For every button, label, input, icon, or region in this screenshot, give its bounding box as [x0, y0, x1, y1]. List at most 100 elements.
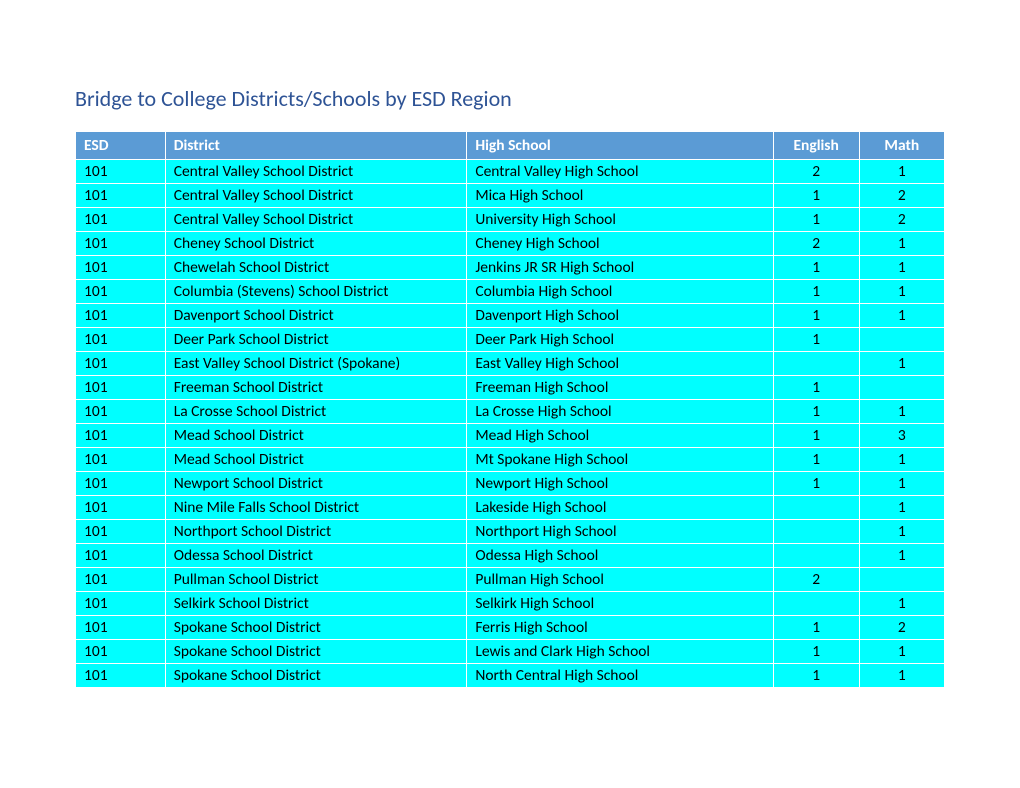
table-cell: Central Valley School District: [165, 208, 467, 232]
table-row: 101Central Valley School DistrictMica Hi…: [76, 184, 945, 208]
table-cell: [859, 328, 944, 352]
table-cell: Columbia (Stevens) School District: [165, 280, 467, 304]
table-cell: 101: [76, 232, 166, 256]
table-row: 101Columbia (Stevens) School DistrictCol…: [76, 280, 945, 304]
table-cell: Newport High School: [467, 472, 773, 496]
table-header: ESD District High School English Math: [76, 132, 945, 160]
table-cell: University High School: [467, 208, 773, 232]
col-header-english: English: [773, 132, 859, 160]
col-header-esd: ESD: [76, 132, 166, 160]
table-cell: 2: [773, 232, 859, 256]
table-cell: 1: [859, 544, 944, 568]
table-cell: Deer Park High School: [467, 328, 773, 352]
table-cell: 101: [76, 376, 166, 400]
table-cell: 101: [76, 256, 166, 280]
table-cell: [859, 376, 944, 400]
table-cell: Lakeside High School: [467, 496, 773, 520]
table-row: 101Deer Park School DistrictDeer Park Hi…: [76, 328, 945, 352]
table-cell: 1: [773, 424, 859, 448]
table-cell: [773, 544, 859, 568]
table-row: 101Spokane School DistrictNorth Central …: [76, 664, 945, 688]
table-row: 101La Crosse School DistrictLa Crosse Hi…: [76, 400, 945, 424]
table-cell: 2: [859, 616, 944, 640]
table-cell: 1: [859, 160, 944, 184]
table-cell: Davenport High School: [467, 304, 773, 328]
table-cell: [773, 352, 859, 376]
table-cell: Odessa School District: [165, 544, 467, 568]
table-cell: 101: [76, 496, 166, 520]
table-cell: 1: [773, 664, 859, 688]
table-cell: Spokane School District: [165, 664, 467, 688]
table-cell: Odessa High School: [467, 544, 773, 568]
table-row: 101Central Valley School DistrictUnivers…: [76, 208, 945, 232]
table-cell: Cheney High School: [467, 232, 773, 256]
table-cell: Mica High School: [467, 184, 773, 208]
table-row: 101Nine Mile Falls School DistrictLakesi…: [76, 496, 945, 520]
col-header-math: Math: [859, 132, 944, 160]
table-cell: 101: [76, 400, 166, 424]
table-row: 101Mead School DistrictMt Spokane High S…: [76, 448, 945, 472]
table-cell: 1: [773, 208, 859, 232]
table-cell: La Crosse High School: [467, 400, 773, 424]
table-row: 101Spokane School DistrictLewis and Clar…: [76, 640, 945, 664]
table-cell: 101: [76, 568, 166, 592]
table-cell: 1: [859, 496, 944, 520]
table-cell: Central Valley School District: [165, 160, 467, 184]
table-cell: 1: [773, 328, 859, 352]
table-row: 101East Valley School District (Spokane)…: [76, 352, 945, 376]
table-cell: North Central High School: [467, 664, 773, 688]
table-cell: 1: [773, 472, 859, 496]
table-cell: 2: [773, 160, 859, 184]
table-cell: East Valley School District (Spokane): [165, 352, 467, 376]
table-cell: East Valley High School: [467, 352, 773, 376]
table-cell: Mead High School: [467, 424, 773, 448]
table-cell: 1: [859, 520, 944, 544]
table-row: 101Northport School DistrictNorthport Hi…: [76, 520, 945, 544]
table-cell: 1: [859, 640, 944, 664]
table-row: 101Freeman School DistrictFreeman High S…: [76, 376, 945, 400]
table-cell: 1: [859, 448, 944, 472]
table-cell: Mead School District: [165, 424, 467, 448]
table-cell: Spokane School District: [165, 616, 467, 640]
table-cell: 1: [859, 400, 944, 424]
table-cell: Central Valley High School: [467, 160, 773, 184]
table-cell: 2: [859, 184, 944, 208]
table-header-row: ESD District High School English Math: [76, 132, 945, 160]
table-cell: 101: [76, 328, 166, 352]
document-page: Bridge to College Districts/Schools by E…: [0, 0, 1020, 688]
table-cell: Pullman School District: [165, 568, 467, 592]
table-cell: 3: [859, 424, 944, 448]
table-cell: 1: [773, 376, 859, 400]
table-cell: Selkirk School District: [165, 592, 467, 616]
table-row: 101Newport School DistrictNewport High S…: [76, 472, 945, 496]
table-cell: Central Valley School District: [165, 184, 467, 208]
table-row: 101Selkirk School DistrictSelkirk High S…: [76, 592, 945, 616]
table-cell: Nine Mile Falls School District: [165, 496, 467, 520]
table-cell: 1: [859, 472, 944, 496]
table-cell: Lewis and Clark High School: [467, 640, 773, 664]
table-cell: 1: [773, 280, 859, 304]
table-row: 101Spokane School DistrictFerris High Sc…: [76, 616, 945, 640]
table-cell: 101: [76, 616, 166, 640]
table-cell: 1: [859, 304, 944, 328]
table-cell: [773, 520, 859, 544]
table-cell: Northport High School: [467, 520, 773, 544]
table-cell: 101: [76, 472, 166, 496]
table-cell: 1: [859, 664, 944, 688]
table-cell: Mead School District: [165, 448, 467, 472]
table-cell: 101: [76, 664, 166, 688]
table-row: 101Chewelah School DistrictJenkins JR SR…: [76, 256, 945, 280]
table-cell: 101: [76, 640, 166, 664]
table-cell: Cheney School District: [165, 232, 467, 256]
table-row: 101Mead School DistrictMead High School1…: [76, 424, 945, 448]
table-cell: Jenkins JR SR High School: [467, 256, 773, 280]
table-cell: Pullman High School: [467, 568, 773, 592]
table-cell: 1: [773, 184, 859, 208]
table-row: 101Davenport School DistrictDavenport Hi…: [76, 304, 945, 328]
page-title: Bridge to College Districts/Schools by E…: [75, 85, 945, 112]
table-cell: Selkirk High School: [467, 592, 773, 616]
table-row: 101Odessa School DistrictOdessa High Sch…: [76, 544, 945, 568]
table-cell: 1: [773, 304, 859, 328]
table-cell: 2: [773, 568, 859, 592]
table-cell: Chewelah School District: [165, 256, 467, 280]
